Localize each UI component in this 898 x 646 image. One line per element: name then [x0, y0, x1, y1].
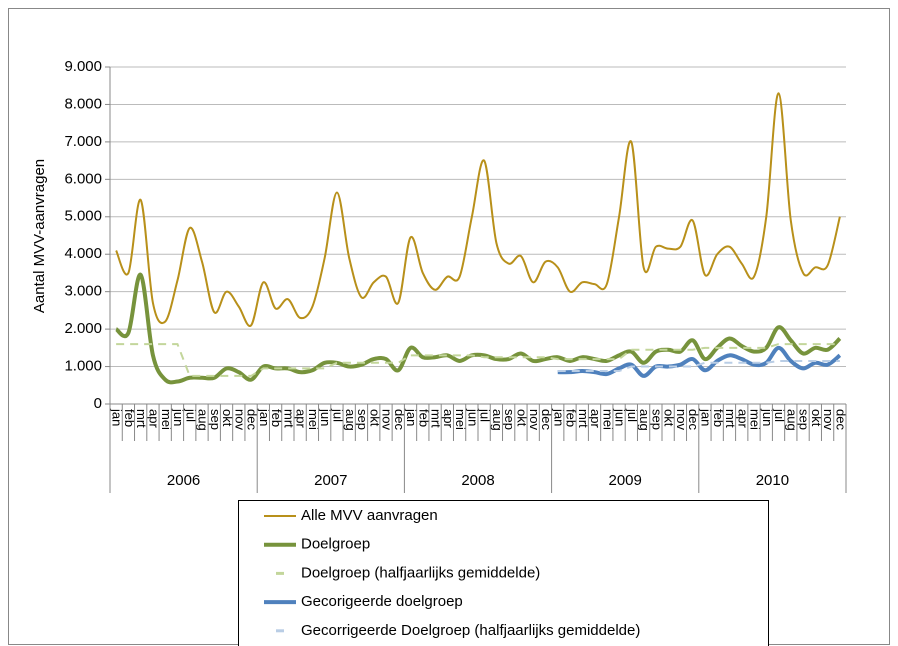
x-tick-label: jan — [551, 408, 566, 426]
year-label: 2006 — [167, 472, 200, 489]
x-tick-label: feb — [269, 409, 284, 427]
x-tick-label: mei — [159, 409, 174, 430]
x-tick-label: jul — [772, 408, 787, 422]
x-tick-label: okt — [514, 409, 529, 427]
y-tick-label: 1.000 — [64, 358, 102, 375]
y-tick-label: 2.000 — [64, 320, 102, 337]
x-tick-label: aug — [196, 409, 211, 431]
x-tick-label: mei — [748, 409, 763, 430]
x-tick-label: sep — [502, 409, 517, 430]
y-tick-label: 8.000 — [64, 95, 102, 112]
x-tick-label: okt — [220, 409, 235, 427]
x-tick-label: okt — [367, 409, 382, 427]
y-tick-label: 0 — [94, 395, 102, 412]
year-label: 2010 — [756, 472, 789, 489]
x-tick-label: apr — [588, 409, 603, 428]
x-tick-label: sep — [797, 409, 812, 430]
y-tick-label: 5.000 — [64, 208, 102, 225]
legend-label: Doelgroep — [301, 536, 370, 553]
x-tick-label: dec — [539, 409, 554, 430]
x-tick-label: jun — [171, 408, 186, 426]
y-tick-label: 4.000 — [64, 245, 102, 262]
x-tick-label: jan — [698, 408, 713, 426]
x-tick-label: okt — [809, 409, 824, 427]
x-tick-label: apr — [294, 409, 309, 428]
year-label: 2007 — [314, 472, 347, 489]
legend-label: Alle MVV aanvragen — [301, 507, 438, 524]
x-tick-label: dec — [686, 409, 701, 430]
x-tick-label: jul — [478, 408, 493, 422]
x-tick-label: dec — [833, 409, 848, 430]
x-tick-label: nov — [380, 409, 395, 430]
legend-label: Doelgroep (halfjaarlijks gemiddelde) — [301, 564, 540, 581]
x-tick-label: nov — [232, 409, 247, 430]
x-tick-label: aug — [490, 409, 505, 431]
legend-label: Gecorrigeerde Doelgroep (halfjaarlijks g… — [301, 622, 640, 639]
y-tick-label: 9.000 — [64, 58, 102, 75]
x-tick-label: aug — [343, 409, 358, 431]
x-tick-label: mrt — [723, 409, 738, 428]
legend-label: Gecorigeerde doelgroep — [301, 593, 463, 610]
x-tick-label: dec — [245, 409, 260, 430]
x-tick-label: jan — [110, 408, 125, 426]
x-tick-label: mrt — [281, 409, 296, 428]
x-tick-label: jun — [318, 408, 333, 426]
x-tick-label: jul — [183, 408, 198, 422]
x-tick-label: jan — [404, 408, 419, 426]
year-label: 2009 — [609, 472, 642, 489]
series-line — [115, 92, 841, 327]
x-tick-label: feb — [564, 409, 579, 427]
x-tick-label: feb — [711, 409, 726, 427]
x-tick-label: aug — [784, 409, 799, 431]
x-tick-label: jul — [625, 408, 640, 422]
x-tick-label: dec — [392, 409, 407, 430]
x-tick-label: mrt — [429, 409, 444, 428]
x-tick-label: mei — [306, 409, 321, 430]
x-tick-label: okt — [662, 409, 677, 427]
series-line — [557, 359, 840, 373]
x-tick-label: mei — [453, 409, 468, 430]
y-tick-label: 7.000 — [64, 133, 102, 150]
x-tick-label: jul — [330, 408, 345, 422]
x-tick-label: jun — [760, 408, 775, 426]
y-axis-title: Aantal MVV-aanvragen — [31, 159, 48, 313]
x-tick-label: apr — [146, 409, 161, 428]
x-tick-label: jun — [465, 408, 480, 426]
y-tick-label: 6.000 — [64, 170, 102, 187]
x-tick-label: jan — [257, 408, 272, 426]
x-tick-label: nov — [527, 409, 542, 430]
x-tick-label: nov — [821, 409, 836, 430]
x-tick-label: aug — [637, 409, 652, 431]
x-tick-label: mrt — [576, 409, 591, 428]
x-tick-label: nov — [674, 409, 689, 430]
x-tick-label: apr — [735, 409, 750, 428]
x-tick-label: mei — [600, 409, 615, 430]
x-tick-label: sep — [649, 409, 664, 430]
x-tick-label: mrt — [134, 409, 149, 428]
x-tick-label: feb — [416, 409, 431, 427]
year-label: 2008 — [461, 472, 494, 489]
x-tick-label: sep — [355, 409, 370, 430]
x-tick-label: jun — [613, 408, 628, 426]
x-tick-label: apr — [441, 409, 456, 428]
x-tick-label: feb — [122, 409, 137, 427]
legend-box — [238, 500, 769, 646]
x-tick-label: sep — [208, 409, 223, 430]
y-tick-label: 3.000 — [64, 283, 102, 300]
series-line — [116, 343, 840, 377]
